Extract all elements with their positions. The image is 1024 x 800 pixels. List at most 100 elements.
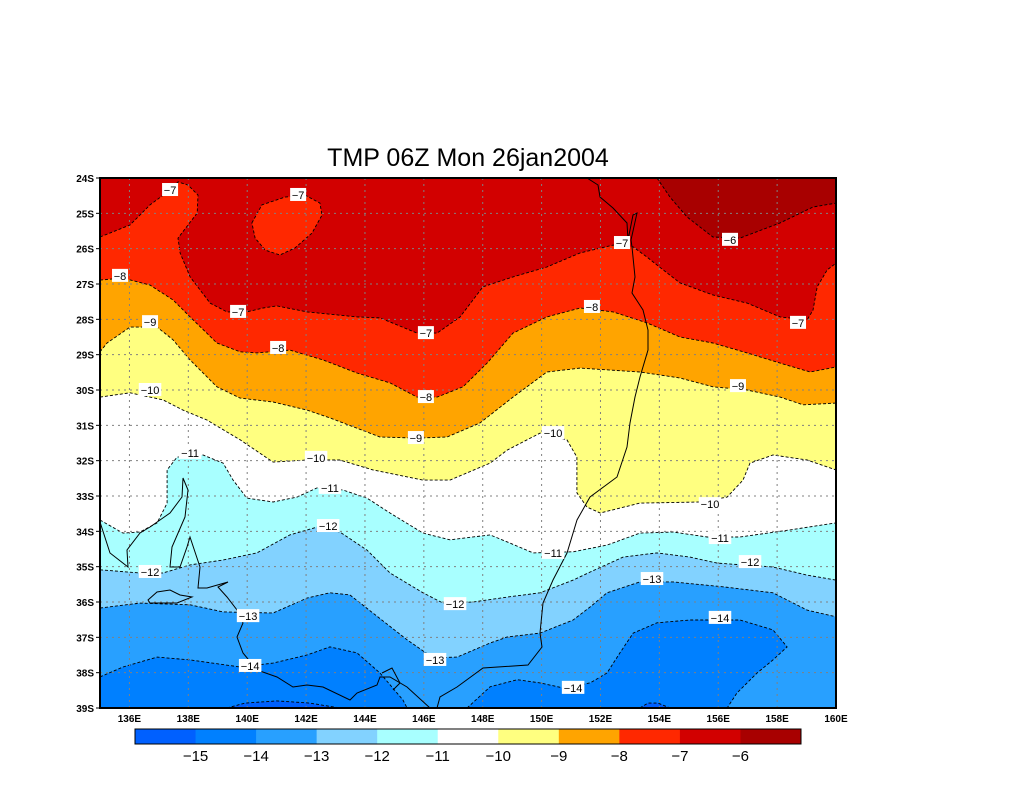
contour-label: −14 — [711, 613, 730, 625]
colorbar-label: −15 — [183, 748, 208, 765]
x-tick-label: 138E — [177, 714, 201, 725]
contour-label-box — [729, 379, 746, 393]
contour-label-box — [230, 304, 247, 318]
colorbar-label: −8 — [611, 748, 628, 765]
y-tick-label: 31S — [76, 421, 94, 432]
contour-label: −7 — [792, 318, 805, 330]
contour-label-box — [178, 445, 202, 459]
contour-label: −9 — [144, 317, 157, 329]
colorbar-swatch — [135, 729, 197, 744]
y-tick-label: 35S — [76, 563, 94, 574]
contour-label-box — [541, 545, 565, 559]
contour-label-box — [790, 315, 807, 329]
contour-line-7 — [100, 181, 836, 334]
contour-label-box — [640, 572, 664, 586]
gridlines — [100, 178, 836, 708]
contour-line-13 — [100, 581, 836, 659]
contour-label-box — [541, 426, 565, 440]
colorbar-swatch — [256, 729, 318, 744]
colorbar-swatch — [377, 729, 439, 744]
y-tick-label: 33S — [76, 492, 94, 503]
colorbar-swatch — [740, 729, 802, 744]
colorbar-label: −11 — [426, 748, 450, 765]
contour-label: −13 — [239, 611, 258, 623]
colorbar: −15 −14 −13 −12 −11 −10 −9 −8 −7 −6 — [134, 728, 802, 765]
colorbar-swatch — [195, 729, 257, 744]
contour-label-box — [708, 531, 732, 545]
contour-label-box — [423, 652, 447, 666]
contour-label-box — [708, 610, 732, 624]
colorbar-swatch — [619, 729, 681, 744]
contour-label-box — [443, 597, 467, 611]
contour-label: −8 — [586, 302, 599, 314]
colorbar-label: −6 — [732, 748, 749, 765]
y-tick-label: 24S — [76, 174, 94, 185]
y-tick-label: 29S — [76, 351, 94, 362]
contour-label-box — [270, 340, 287, 354]
x-tick-label: 152E — [589, 714, 613, 725]
contour-region-7-fill — [251, 195, 322, 255]
colorbar-label: −9 — [550, 748, 567, 765]
contour-label: −10 — [141, 385, 160, 397]
x-tick-label: 136E — [118, 714, 142, 725]
y-tick-label: 30S — [76, 386, 94, 397]
contour-region-15-fill — [639, 703, 670, 708]
contour-label: −13 — [643, 574, 662, 586]
contour-label: −10 — [701, 499, 720, 511]
plot-border — [99, 177, 837, 709]
colorbar-swatch — [498, 729, 560, 744]
y-tick-label: 36S — [76, 598, 94, 609]
coastline-bay — [381, 667, 401, 691]
contour-label: −11 — [544, 548, 562, 560]
contour-label: −10 — [544, 428, 563, 440]
x-axis-labels: 136E 138E 140E 142E 144E 146E 148E 150E 152E 154E… — [118, 714, 848, 725]
contour-label-box — [407, 431, 424, 445]
plot-area: −7 −7 −6 −7 −8 −7 −7 −8 −9 −7 −8 −10 −8 −9 −9 −10 −11 −10… — [100, 178, 836, 708]
contour-region-14-fill — [467, 620, 788, 708]
contour-label: −9 — [732, 381, 745, 393]
contour-label-box — [236, 609, 260, 623]
y-tick-label: 39S — [76, 704, 94, 715]
contour-label: −7 — [232, 307, 245, 319]
contour-label: −7 — [292, 190, 305, 202]
contour-label: −7 — [420, 328, 433, 340]
contour-label: −8 — [420, 392, 433, 404]
contour-label-box — [417, 326, 434, 340]
contour-label: −11 — [181, 448, 199, 460]
contour-region-7-line — [251, 194, 323, 256]
x-tick-label: 156E — [707, 714, 731, 725]
contour-label: −8 — [272, 343, 285, 355]
contour-label: −11 — [321, 483, 339, 495]
contour-labels: −7 −7 −6 −7 −8 −7 −7 −8 −9 −7 −8 −10 −8 −9 −9 −10 −11 −10… — [112, 183, 807, 695]
contour-line-10 — [100, 392, 836, 514]
chart-title: TMP 06Z Mon 26jan2004 — [327, 144, 609, 172]
contour-label-box — [698, 497, 722, 511]
contour-label: −12 — [741, 557, 760, 569]
y-tick-label: 28S — [76, 315, 94, 326]
contour-label-box — [318, 480, 342, 494]
contour-region-15-line — [639, 702, 671, 708]
coastline-south — [100, 477, 431, 708]
contour-label-box — [613, 236, 630, 250]
contour-label-box — [112, 268, 129, 282]
contour-label: −14 — [564, 683, 583, 695]
colorbar-border — [134, 728, 802, 745]
colorbar-swatch — [316, 729, 378, 744]
contour-label-box — [238, 658, 262, 672]
contour-label-box — [316, 519, 340, 533]
contour-label-box — [722, 232, 739, 246]
contour-label-box — [417, 390, 434, 404]
contour-region-15-line — [226, 700, 340, 708]
x-tick-label: 160E — [824, 714, 848, 725]
x-tick-label: 146E — [412, 714, 436, 725]
colorbar-label: −14 — [243, 748, 268, 765]
y-tick-label: 32S — [76, 457, 94, 468]
colorbar-swatch — [679, 729, 741, 744]
colorbar-label: −13 — [304, 748, 329, 765]
contour-label: −11 — [711, 533, 729, 545]
contour-label: −7 — [616, 238, 629, 250]
contour-line-8 — [100, 277, 836, 398]
y-tick-label: 26S — [76, 245, 94, 256]
contour-label: −6 — [724, 235, 737, 247]
